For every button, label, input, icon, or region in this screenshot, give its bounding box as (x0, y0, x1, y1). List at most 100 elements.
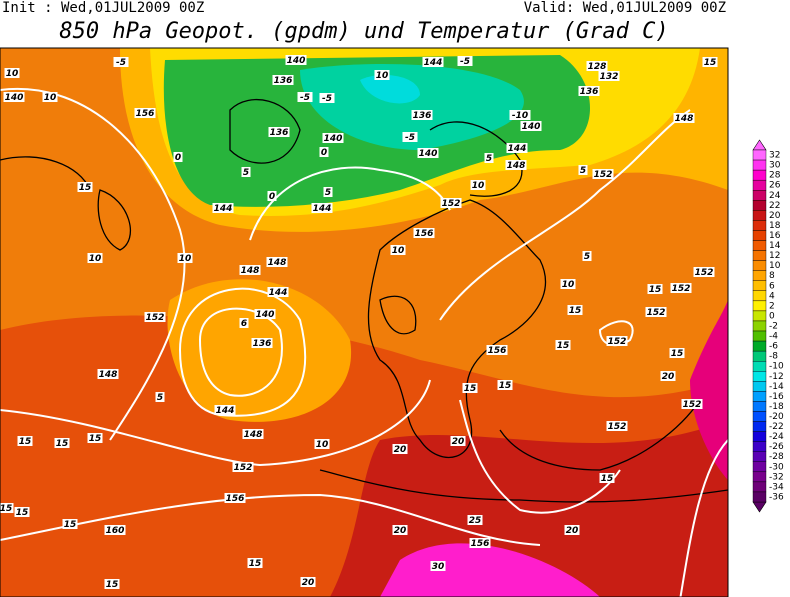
contour-label: 136 (253, 339, 272, 349)
colorbar-arrow (752, 139, 767, 151)
label-box (486, 345, 508, 355)
colorbar-swatch (752, 220, 767, 231)
colorbar-label: 20 (769, 211, 781, 221)
colorbar-label: -16 (769, 392, 784, 402)
contour-label: 5 (157, 393, 163, 403)
label-box (560, 279, 576, 289)
contour-label: -5 (322, 94, 332, 104)
map-frame (0, 47, 729, 597)
label-box (673, 113, 695, 123)
contour-label: 140 (324, 134, 343, 144)
label-box (214, 405, 236, 415)
label-box (390, 245, 406, 255)
contour-label: 30 (432, 562, 445, 572)
colorbar-swatch (752, 330, 767, 342)
colorbar-swatch (752, 361, 767, 372)
label-box (467, 515, 483, 525)
contour-label: 15 (64, 520, 77, 530)
colorbar-label: -6 (769, 342, 778, 352)
contour-label: 15 (79, 183, 92, 193)
label-box (520, 121, 542, 131)
contour-label: 156 (471, 539, 490, 549)
colorbar-swatch (752, 481, 767, 493)
label-box (266, 257, 288, 267)
label-box (470, 180, 486, 190)
colorbar-swatch (752, 280, 767, 292)
contour-label: 148 (507, 161, 526, 171)
colorbar-label: 26 (769, 181, 781, 191)
label-box (267, 191, 277, 201)
coastlines (0, 98, 728, 503)
colorbar-swatch (752, 270, 767, 281)
contour-label: 140 (287, 56, 306, 66)
colorbar-swatch (752, 240, 767, 251)
label-box (319, 93, 335, 103)
colorbar-swatch (752, 371, 767, 382)
contour-label: 152 (146, 313, 165, 323)
contour-label: 10 (472, 181, 485, 191)
label-box (555, 340, 571, 350)
colorbar-label: 30 (769, 161, 781, 171)
label-box (578, 165, 588, 175)
contour-label: 5 (325, 188, 331, 198)
contour-label: 152 (647, 308, 666, 318)
label-box (497, 380, 513, 390)
label-box (54, 438, 70, 448)
contour-label: 140 (419, 149, 438, 159)
contour-label: 10 (44, 93, 57, 103)
colorbar-swatch (752, 441, 767, 452)
label-box (224, 493, 246, 503)
isohypses (0, 87, 728, 597)
label-box (272, 75, 294, 85)
contour-label: 156 (415, 229, 434, 239)
colorbar-swatch (752, 401, 767, 412)
contour-label: 140 (5, 93, 24, 103)
label-box (606, 421, 628, 431)
label-box (392, 525, 408, 535)
contour-label: 128 (588, 62, 607, 72)
label-box (173, 152, 183, 162)
contour-label: 25 (469, 516, 482, 526)
label-box (314, 439, 330, 449)
colorbar-swatch (752, 250, 767, 261)
label-box (232, 462, 254, 472)
colorbar-swatch (752, 350, 767, 362)
map-title: 850 hPa Geopot. (gpdm) und Temperatur (G… (59, 19, 668, 44)
contour-label: 160 (106, 526, 125, 536)
colorbar-label: -30 (769, 462, 784, 472)
colorbar-swatch (752, 320, 767, 332)
colorbar-label: -36 (769, 492, 784, 502)
contour-label: 20 (394, 445, 407, 455)
colorbar-label: -12 (769, 372, 784, 382)
contour-label: 152 (594, 170, 613, 180)
very-cold-area (300, 64, 524, 150)
colorbar-label: 28 (769, 171, 781, 181)
label-box (0, 503, 14, 513)
contour-label: 10 (179, 254, 192, 264)
contour-label: 15 (106, 580, 119, 590)
label-box (484, 153, 494, 163)
contour-label: 20 (452, 437, 465, 447)
contour-label: 144 (424, 58, 443, 68)
label-box (14, 507, 30, 517)
label-box (242, 429, 264, 439)
label-box (4, 68, 20, 78)
colorbar-label: 16 (769, 231, 781, 241)
label-box (62, 519, 78, 529)
label-box (212, 203, 234, 213)
contour-label: 15 (464, 384, 477, 394)
colorbar-swatch (752, 381, 767, 392)
contour-label: 20 (394, 526, 407, 536)
label-box (567, 305, 583, 315)
contour-label: 6 (241, 319, 247, 329)
label-box (87, 253, 103, 263)
label-box (3, 92, 25, 102)
contour-label: 15 (704, 58, 717, 68)
label-box (647, 284, 663, 294)
contour-label: 5 (580, 166, 586, 176)
very-hot-area (690, 300, 728, 480)
label-box (311, 203, 333, 213)
colorbar-label: 10 (769, 261, 781, 271)
